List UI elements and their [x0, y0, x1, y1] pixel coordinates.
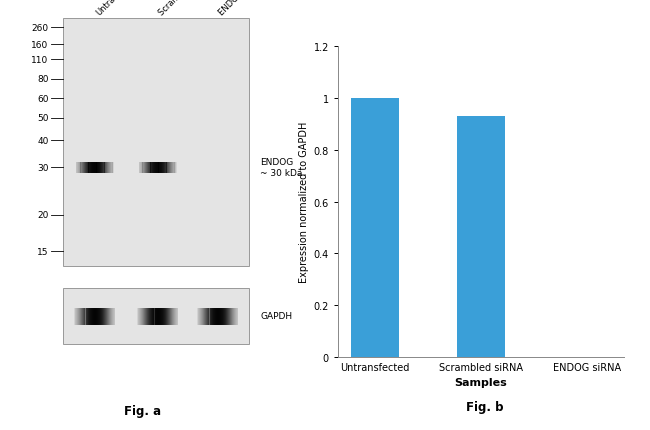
Y-axis label: Expression normalized to GAPDH: Expression normalized to GAPDH — [300, 122, 309, 283]
Bar — [351, 99, 398, 357]
Text: 30: 30 — [37, 163, 49, 172]
Text: 160: 160 — [31, 41, 49, 49]
Text: Fig. b: Fig. b — [465, 400, 503, 413]
Text: Untransfected: Untransfected — [94, 0, 143, 17]
Bar — [457, 117, 505, 357]
Text: 40: 40 — [37, 137, 49, 145]
Text: 110: 110 — [31, 56, 49, 64]
Text: 260: 260 — [31, 24, 49, 32]
Text: Scrambled siRNA: Scrambled siRNA — [157, 0, 215, 17]
Text: 50: 50 — [37, 114, 49, 123]
X-axis label: Samples: Samples — [454, 377, 508, 387]
Bar — [63, 288, 249, 344]
Text: GAPDH: GAPDH — [260, 312, 292, 320]
Text: ENDOG siRNA: ENDOG siRNA — [217, 0, 265, 17]
Text: 80: 80 — [37, 75, 49, 84]
Text: 60: 60 — [37, 95, 49, 103]
Text: 15: 15 — [37, 247, 49, 256]
Text: 20: 20 — [37, 211, 49, 219]
Bar — [63, 19, 249, 267]
Text: ENDOG
~ 30 kDa: ENDOG ~ 30 kDa — [260, 158, 303, 178]
Text: Fig. a: Fig. a — [124, 404, 162, 417]
